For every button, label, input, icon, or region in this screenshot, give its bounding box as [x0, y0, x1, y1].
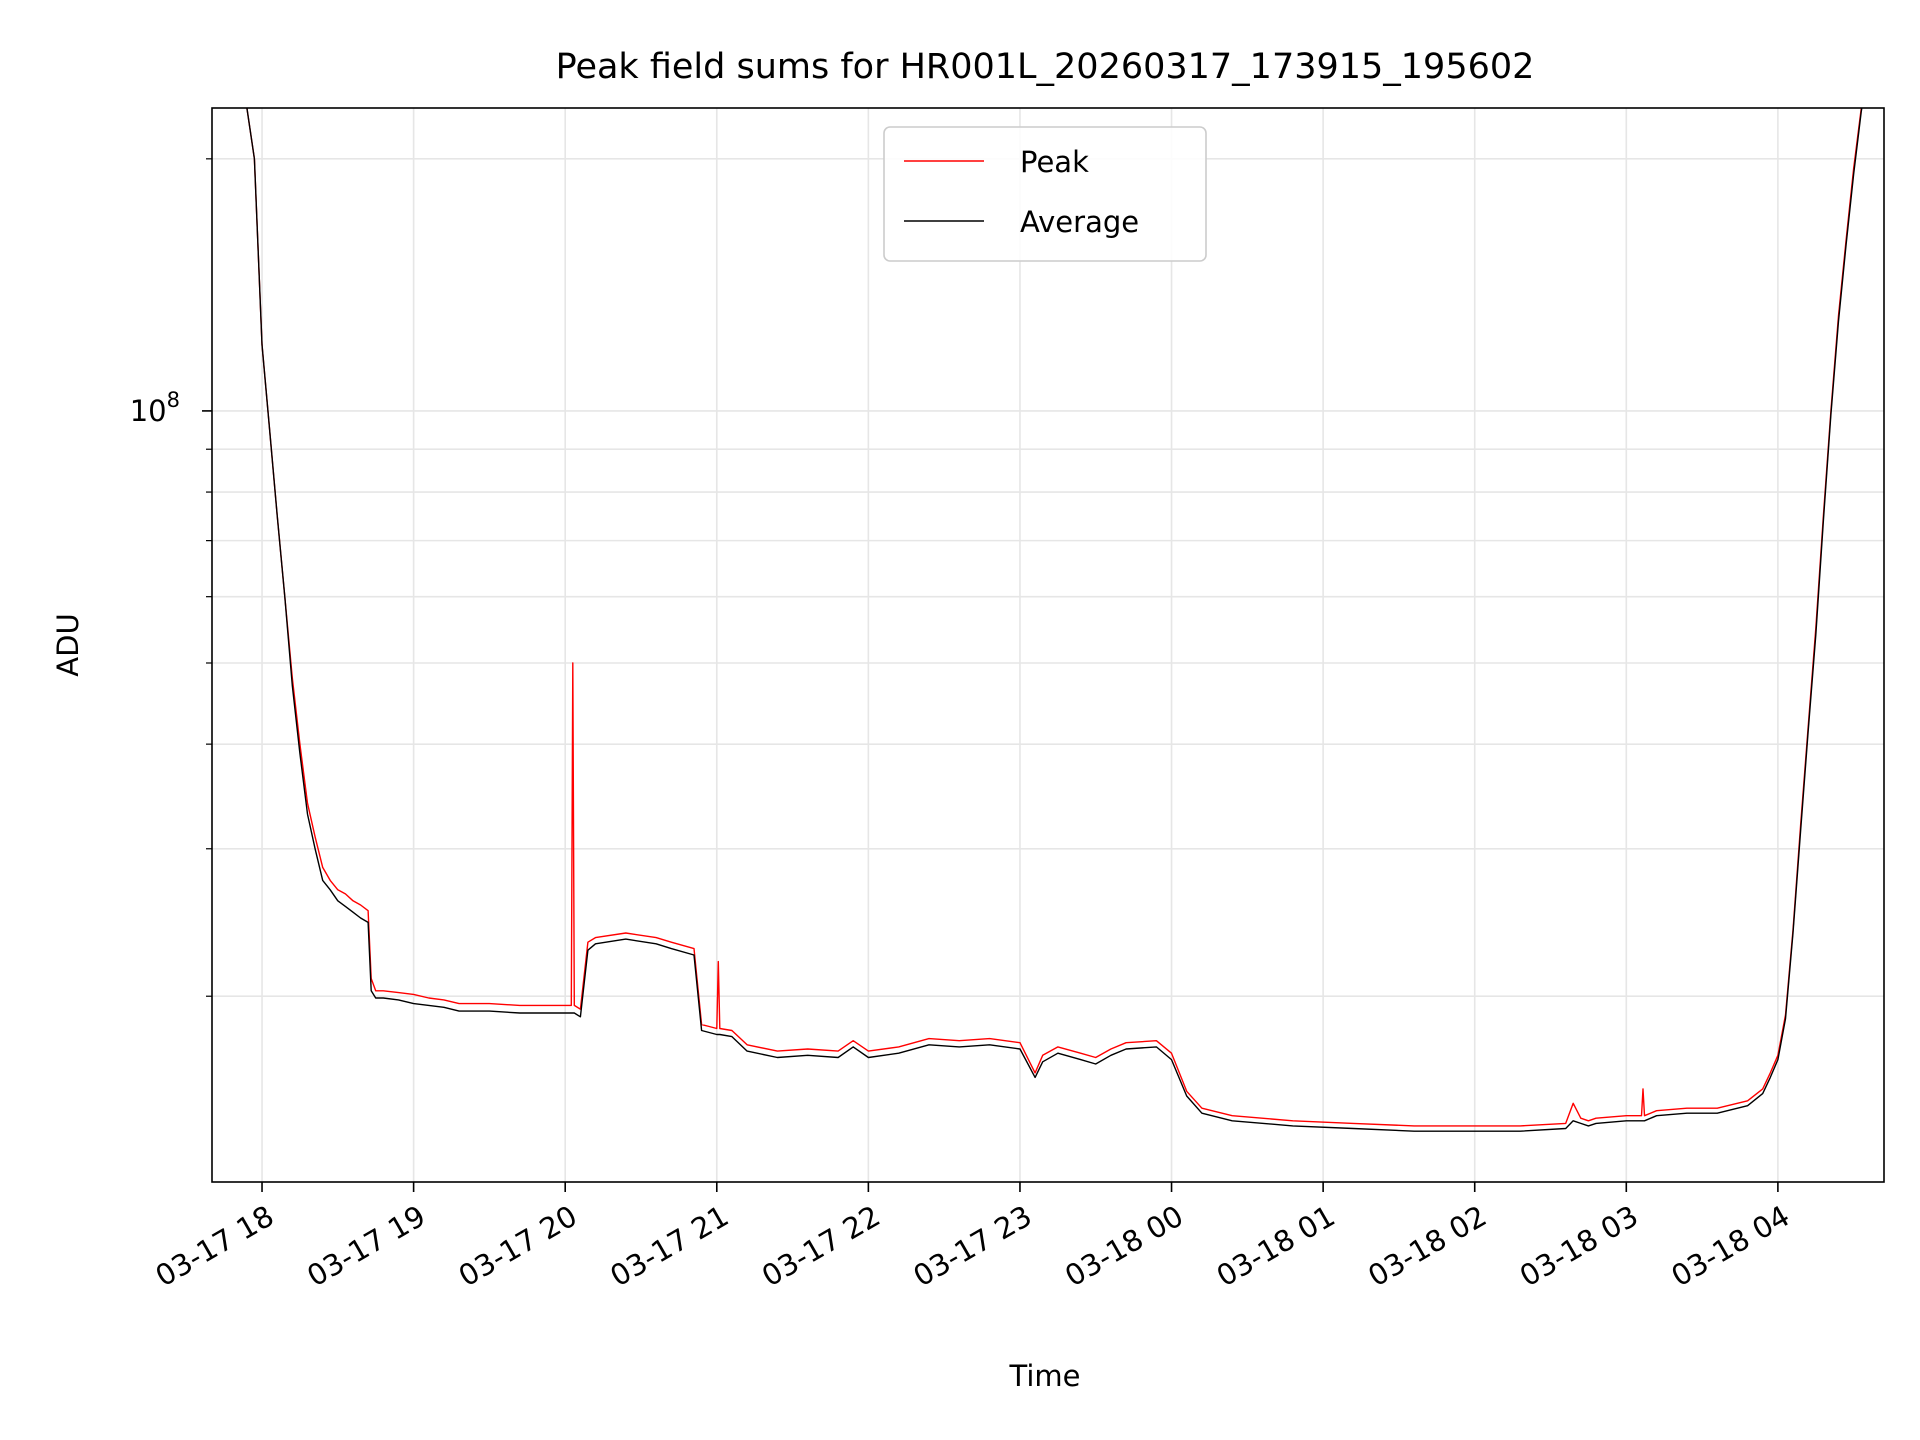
plot-area — [211, 107, 1885, 1183]
plot-background — [212, 108, 1884, 1182]
y-tick-label-base: 10 — [130, 394, 167, 428]
legend: Peak Average — [883, 126, 1207, 262]
plot-frame — [211, 107, 1885, 1183]
y-axis: 108 — [130, 158, 212, 997]
chart-title: Peak field sums for HR001L_20260317_1739… — [556, 47, 1535, 87]
legend-average-label: Average — [1020, 205, 1139, 239]
series-line-average — [246, 108, 1863, 1132]
series-layer — [246, 108, 1863, 1132]
y-tick-label-exponent: 8 — [167, 388, 180, 412]
y-axis-label: ADU — [51, 613, 85, 676]
grid-layer — [212, 108, 1884, 1182]
legend-peak-label: Peak — [1020, 145, 1089, 179]
y-tick-label: 108 — [130, 388, 180, 428]
x-axis-label: Time — [1009, 1359, 1081, 1393]
